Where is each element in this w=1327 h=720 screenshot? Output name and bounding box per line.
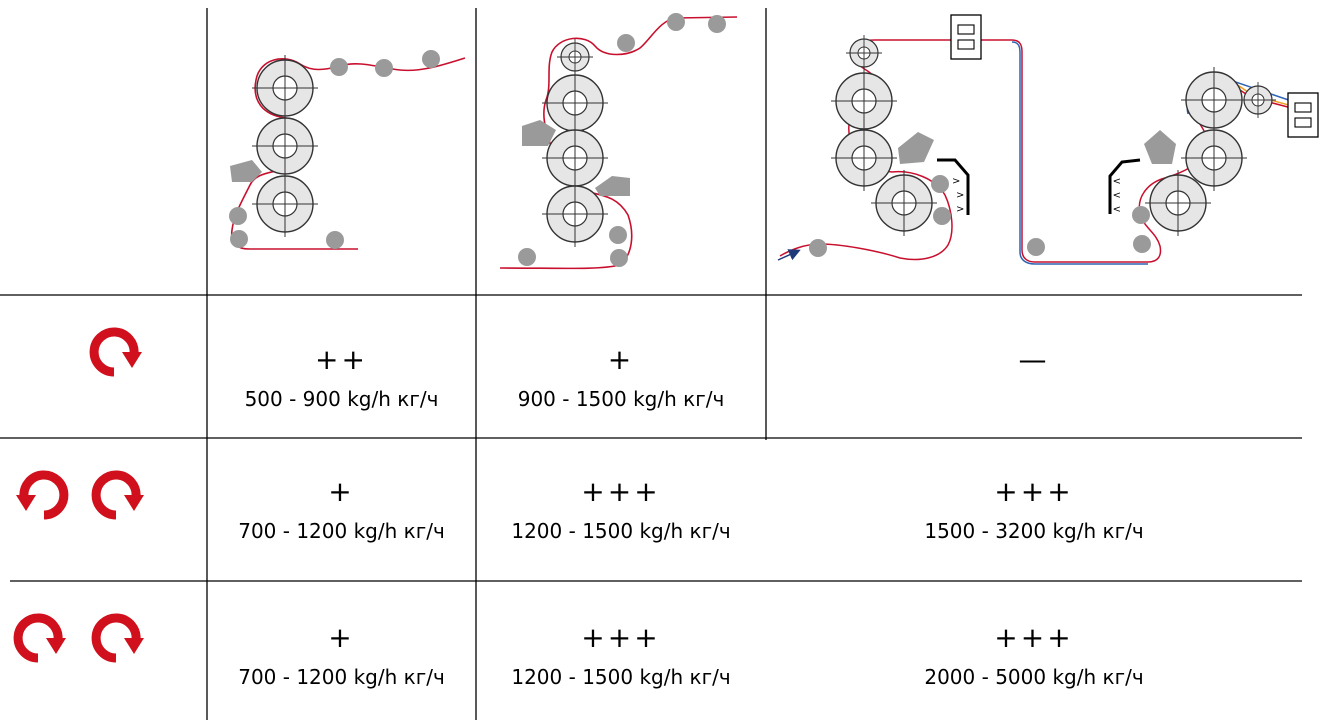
table-cell: +++ 1200 - 1500 kg/h кг/ч (476, 475, 766, 543)
rating-value: ++ (315, 343, 368, 376)
winder-icon (1287, 92, 1319, 138)
chill-roll-diagram-icon (499, 13, 738, 270)
rotation-single-cw-icon (94, 332, 142, 372)
chill-roll-diagram-icon: > > > > > > (777, 14, 1319, 265)
air-knife-icon (522, 120, 556, 146)
rating-value: — (1018, 343, 1050, 376)
air-knife-icon (898, 132, 934, 164)
edge-guide-icon: > > > (937, 158, 970, 215)
table-cell: + 700 - 1200 kg/h кг/ч (207, 621, 476, 689)
throughput-value: 900 - 1500 kg/h кг/ч (517, 387, 725, 411)
rating-value: + (328, 621, 355, 654)
air-knife-icon (595, 176, 630, 196)
table-cell: + 900 - 1500 kg/h кг/ч (476, 343, 766, 411)
throughput-value: 700 - 1200 kg/h кг/ч (238, 665, 445, 689)
air-knife-icon (1144, 130, 1176, 164)
rotation-same-pair-icon (18, 618, 144, 658)
table-cell: +++ 1200 - 1500 kg/h кг/ч (476, 621, 766, 689)
svg-text:>: > (1113, 189, 1121, 200)
throughput-value: 1500 - 3200 kg/h кг/ч (924, 519, 1144, 543)
rating-value: +++ (581, 475, 661, 508)
rating-value: + (328, 475, 355, 508)
rating-value: + (607, 343, 635, 376)
rotation-counter-pair-icon (16, 475, 144, 515)
svg-text:>: > (956, 190, 964, 201)
svg-text:>: > (952, 176, 960, 187)
table-cell: — (766, 346, 1302, 388)
grid-lines (0, 8, 1302, 720)
table-cell: +++ 2000 - 5000 kg/h кг/ч (766, 621, 1302, 689)
table-cell: + 700 - 1200 kg/h кг/ч (207, 475, 476, 543)
table-cell: +++ 1500 - 3200 kg/h кг/ч (766, 475, 1302, 543)
table-cell: ++ 500 - 900 kg/h кг/ч (207, 343, 476, 411)
throughput-value: 1200 - 1500 kg/h кг/ч (511, 519, 731, 543)
throughput-value: 700 - 1200 kg/h кг/ч (238, 519, 445, 543)
svg-text:>: > (1113, 175, 1121, 186)
winder-icon (950, 14, 982, 60)
throughput-value: 2000 - 5000 kg/h кг/ч (924, 665, 1144, 689)
svg-text:>: > (1113, 203, 1121, 214)
chill-roll-diagram-icon (229, 50, 466, 250)
throughput-value: 1200 - 1500 kg/h кг/ч (511, 665, 731, 689)
svg-text:>: > (956, 204, 964, 215)
rating-value: +++ (994, 475, 1074, 508)
throughput-value: 500 - 900 kg/h кг/ч (244, 387, 439, 411)
rating-value: +++ (581, 621, 661, 654)
rating-value: +++ (994, 621, 1074, 654)
air-knife-icon (230, 160, 262, 182)
edge-guide-icon: > > > (1108, 158, 1141, 214)
